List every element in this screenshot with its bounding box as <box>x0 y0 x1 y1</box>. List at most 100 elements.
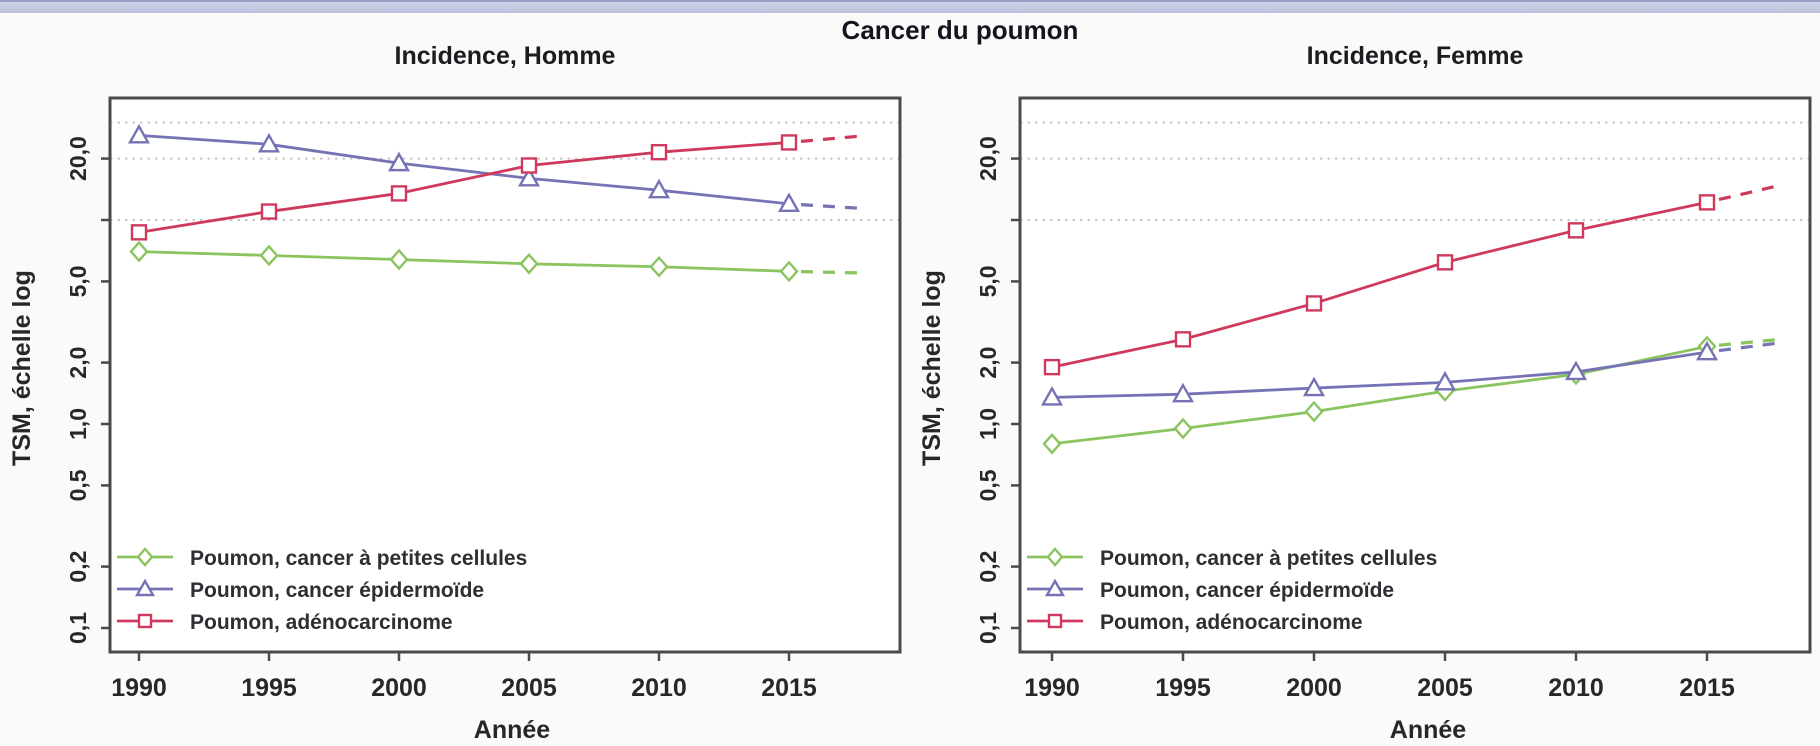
legend-square-icon <box>137 613 153 629</box>
data-point-diamond <box>389 248 409 271</box>
data-point-square <box>1174 331 1192 348</box>
data-point-triangle <box>1695 340 1719 361</box>
legend-label: Poumon, adénocarcinome <box>1100 611 1363 634</box>
legend-square-icon <box>1047 613 1063 629</box>
series-line <box>138 141 790 234</box>
data-point-square <box>650 143 668 161</box>
data-point-triangle <box>517 166 541 187</box>
legend-item: Poumon, cancer à petites cellules <box>1027 547 1437 570</box>
data-point-triangle <box>1040 385 1064 406</box>
legend-diamond-icon <box>136 547 154 567</box>
y-tick-label: 0,1 <box>65 612 91 644</box>
legend-label: Poumon, cancer à petites cellules <box>190 547 527 570</box>
data-point-diamond <box>519 252 539 275</box>
y-tick-label: 1,0 <box>975 408 1001 440</box>
y-tick-label: 0,1 <box>975 612 1001 644</box>
y-tick-label: 2,0 <box>975 347 1001 379</box>
x-tick-label: 2010 <box>631 674 687 702</box>
y-tick-label: 2,0 <box>65 347 91 379</box>
data-point-triangle <box>1171 382 1195 403</box>
data-point-triangle <box>1564 360 1588 381</box>
x-tick-label: 2000 <box>1286 674 1342 702</box>
legend-item: Poumon, cancer à petites cellules <box>117 547 527 570</box>
data-point-square <box>520 157 538 174</box>
projection-dash <box>800 270 862 275</box>
series-line <box>138 133 790 206</box>
x-tick-label: 2000 <box>371 674 427 702</box>
legend-diamond-icon <box>1046 547 1064 567</box>
legend-item: Poumon, cancer épidermoïde <box>117 578 484 602</box>
x-tick-label: 2015 <box>761 674 817 702</box>
y-tick-label: 5,0 <box>975 265 1001 297</box>
legend-label: Poumon, cancer à petites cellules <box>1100 547 1437 570</box>
panel-right: 20,0 5,0 2,0 1,0 0,5 0,2 0,1 1990 1995 2000 2005 20… <box>918 42 1812 744</box>
data-point-square <box>390 185 408 202</box>
x-tick-label: 1990 <box>1024 674 1080 702</box>
y-axis-title: TSM, échelle log <box>8 270 36 466</box>
data-point-diamond <box>649 255 669 278</box>
y-tick-label: 20,0 <box>65 136 91 181</box>
data-point-square <box>1567 222 1585 239</box>
data-point-diamond <box>1173 417 1193 440</box>
legend-item: Poumon, adénocarcinome <box>1027 611 1363 634</box>
data-point-square <box>1698 194 1716 211</box>
data-point-diamond <box>1304 400 1324 423</box>
data-point-triangle <box>1302 376 1326 397</box>
y-tick-label: 5,0 <box>65 265 91 297</box>
series-line <box>1051 350 1708 399</box>
data-point-square <box>1436 254 1454 271</box>
series-line <box>1051 201 1708 369</box>
projection-dash <box>1718 183 1781 202</box>
plot-area <box>110 98 900 652</box>
y-axis-title: TSM, échelle log <box>918 270 946 466</box>
projection-dash <box>1718 337 1781 347</box>
data-point-diamond <box>129 240 149 263</box>
legend-triangle-icon <box>134 578 156 597</box>
panel-left: 20,0 5,0 2,0 1,0 0,5 0,2 0,1 1990 1995 2000 2005 20… <box>8 42 902 744</box>
projection-dash <box>1718 341 1781 353</box>
data-point-diamond <box>259 244 279 267</box>
x-tick-label: 1990 <box>111 674 167 702</box>
data-point-square <box>130 224 148 241</box>
data-point-triangle <box>777 192 801 213</box>
y-tick-label: 0,2 <box>975 551 1001 583</box>
panel-title: Incidence, Homme <box>395 42 616 70</box>
legend-label: Poumon, adénocarcinome <box>190 611 453 634</box>
data-point-triangle <box>1433 370 1457 391</box>
figure-title: Cancer du poumon <box>841 15 1079 45</box>
series-line <box>138 250 790 273</box>
plot-border <box>1018 96 1812 654</box>
legend-triangle-icon <box>1044 578 1066 597</box>
legend-label: Poumon, cancer épidermoïde <box>1100 579 1394 602</box>
x-tick-label: 2005 <box>1417 674 1473 702</box>
projection-dash <box>800 134 862 143</box>
data-point-diamond <box>779 260 799 283</box>
projection-dash <box>800 203 862 210</box>
x-tick-label: 2010 <box>1548 674 1604 702</box>
data-point-square <box>1305 295 1323 312</box>
data-point-square <box>1043 358 1061 376</box>
panel-title: Incidence, Femme <box>1307 42 1524 70</box>
y-tick-label: 0,2 <box>65 551 91 583</box>
plot-border <box>108 96 902 654</box>
data-point-triangle <box>127 123 151 144</box>
x-tick-label: 2015 <box>1679 674 1735 702</box>
y-tick-label: 20,0 <box>975 136 1001 181</box>
data-point-diamond <box>1042 432 1062 455</box>
legend-item: Poumon, cancer épidermoïde <box>1027 578 1394 602</box>
plot-area <box>1020 98 1810 652</box>
data-point-triangle <box>647 178 671 199</box>
x-tick-label: 1995 <box>1155 674 1211 702</box>
x-tick-label: 1995 <box>241 674 297 702</box>
y-tick-label: 1,0 <box>65 408 91 440</box>
x-tick-label: 2005 <box>501 674 557 702</box>
legend-label: Poumon, cancer épidermoïde <box>190 579 484 602</box>
legend-item: Poumon, adénocarcinome <box>117 611 453 634</box>
x-axis-title: Année <box>474 716 551 744</box>
y-tick-label: 0,5 <box>65 469 91 501</box>
x-axis-title: Année <box>1390 716 1467 744</box>
data-point-square <box>780 134 798 151</box>
top-bar <box>0 0 1820 13</box>
